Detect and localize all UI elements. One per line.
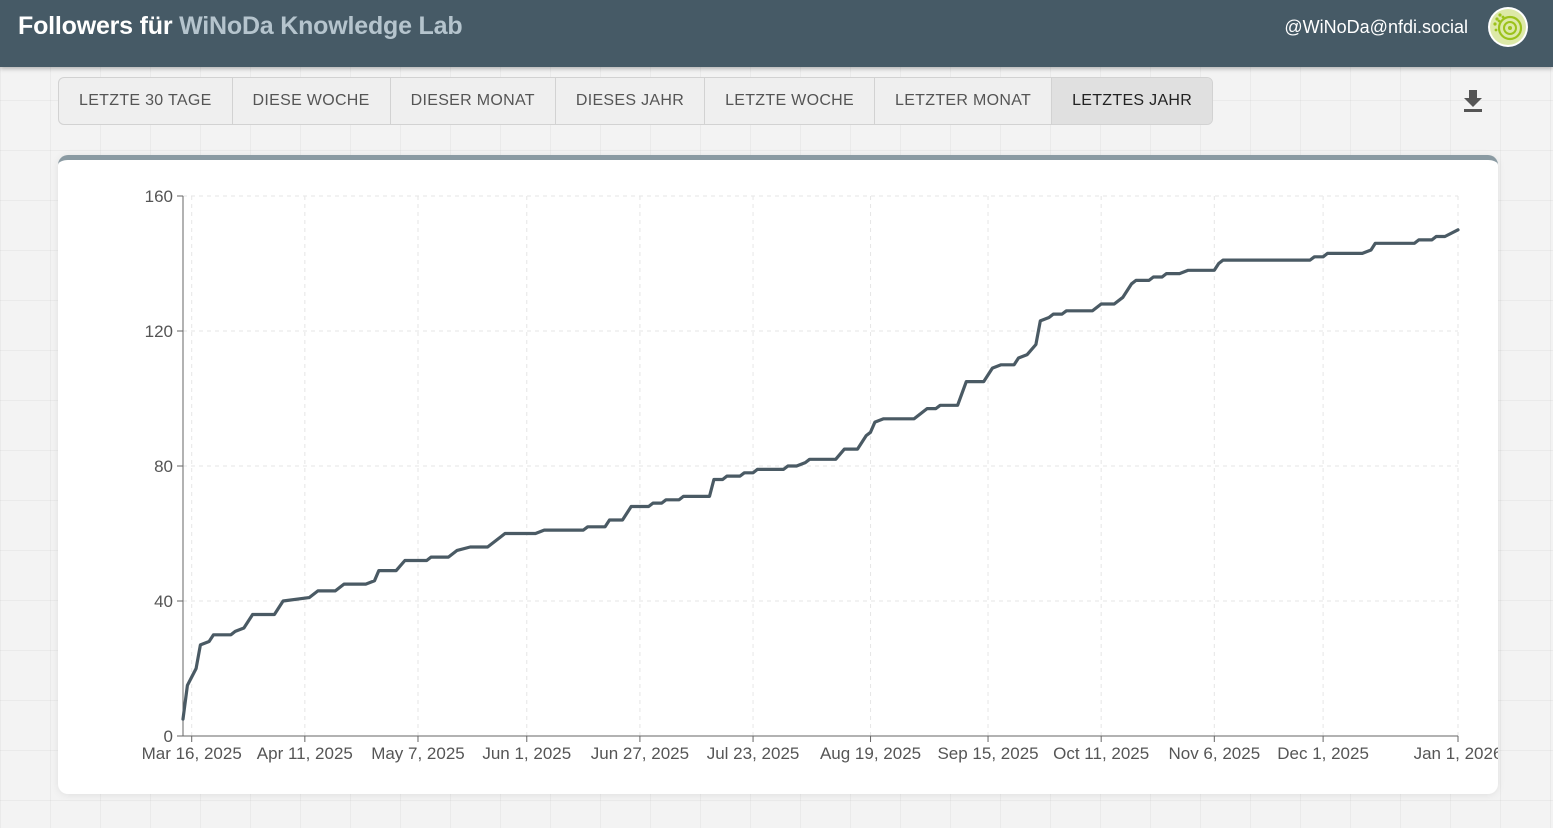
tab-dieses-jahr[interactable]: DIESES JAHR [556, 78, 706, 124]
y-tick-label: 80 [154, 457, 173, 476]
title-prefix: Followers für [18, 12, 180, 40]
x-tick-label: Nov 6, 2025 [1168, 744, 1260, 763]
x-tick-label: Apr 11, 2025 [257, 744, 353, 763]
tab-dieser-monat[interactable]: DIESER MONAT [391, 78, 556, 124]
y-tick-label: 0 [164, 727, 173, 746]
time-range-tabs: LETZTE 30 TAGE DIESE WOCHE DIESER MONAT DIE… [58, 77, 1214, 125]
y-tick-label: 120 [145, 322, 173, 341]
followers-line-chart: 0 40 80 120 160 Mar 16, 2025 Apr 11, 2025 May 7… [142, 187, 1498, 763]
y-tick-label: 40 [154, 592, 173, 611]
x-tick-label: Oct 11, 2025 [1053, 744, 1149, 763]
x-tick-label: Jan 1, 2026 [1414, 744, 1498, 763]
x-tick-label: Sep 15, 2025 [937, 744, 1038, 763]
x-tick-label: Jun 1, 2025 [482, 744, 571, 763]
y-tick-label: 160 [145, 187, 173, 206]
x-tick-label: Mar 16, 2025 [142, 744, 242, 763]
tab-letztes-jahr[interactable]: LETZTES JAHR [1052, 78, 1213, 124]
tab-letzte-30-tage[interactable]: LETZTE 30 TAGE [59, 78, 233, 124]
account-handle: @WiNoDa@nfdi.social [1284, 17, 1468, 37]
followers-series-line [181, 228, 1460, 721]
download-icon[interactable] [1461, 88, 1485, 114]
app-header: Followers für WiNoDa Knowledge Lab @WiNo… [0, 0, 1553, 67]
x-tick-label: Dec 1, 2025 [1277, 744, 1369, 763]
x-tick-label: Jun 27, 2025 [591, 744, 689, 763]
winoda-logo-icon[interactable] [1488, 7, 1528, 47]
tab-diese-woche[interactable]: DIESE WOCHE [233, 78, 391, 124]
x-tick-label: Jul 23, 2025 [707, 744, 800, 763]
tab-letzte-woche[interactable]: LETZTE WOCHE [705, 78, 875, 124]
page-title: Followers für WiNoDa Knowledge Lab [18, 12, 463, 41]
x-tick-label: May 7, 2025 [371, 744, 465, 763]
x-tick-label: Aug 19, 2025 [820, 744, 921, 763]
tab-letzter-monat[interactable]: LETZTER MONAT [875, 78, 1053, 124]
title-account: WiNoDa Knowledge Lab [179, 12, 463, 40]
chart-card: 0 40 80 120 160 Mar 16, 2025 Apr 11, 2025 May 7… [58, 155, 1498, 794]
